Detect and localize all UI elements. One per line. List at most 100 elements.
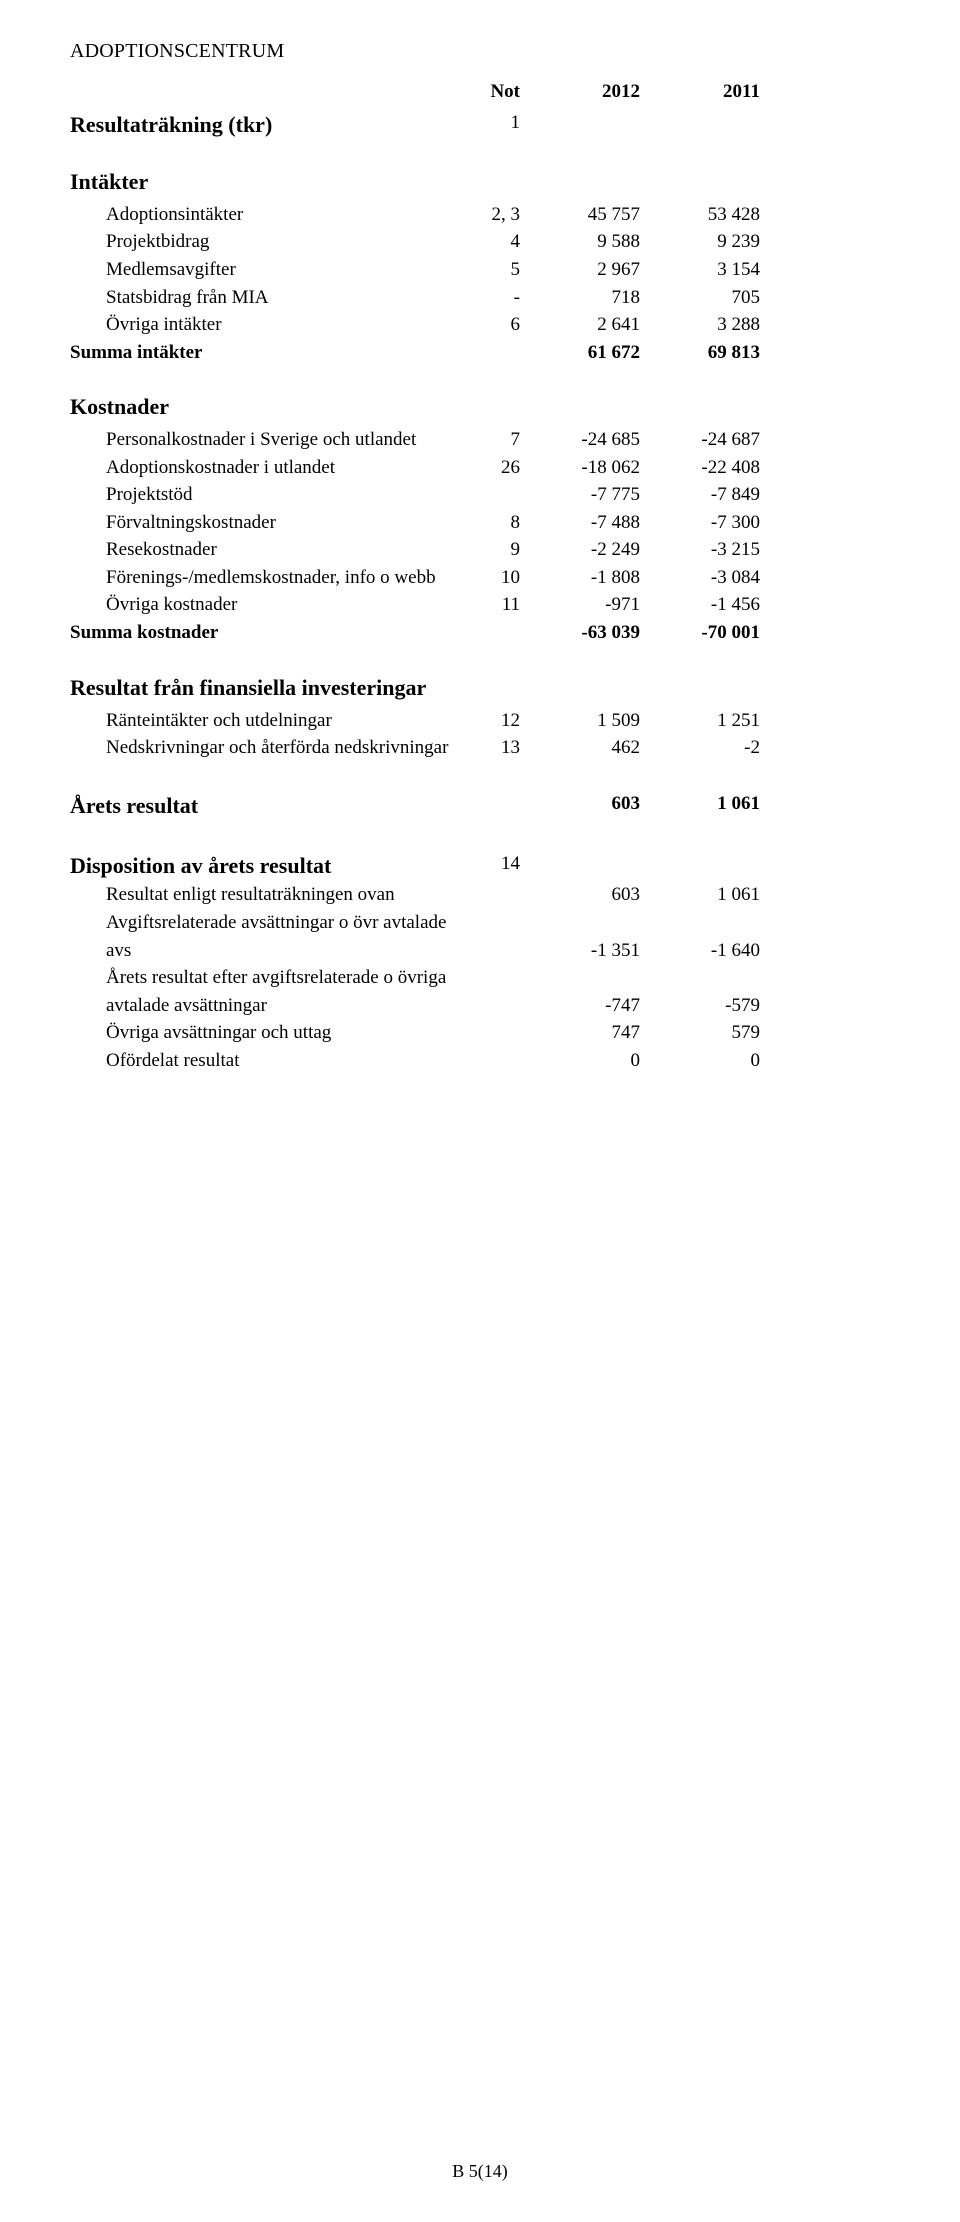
table-row: Ränteintäkter och utdelningar 12 1 509 1… bbox=[70, 707, 890, 735]
row-y1: -1 808 bbox=[520, 564, 640, 592]
row-y1: -971 bbox=[520, 591, 640, 619]
row-y2: 1 251 bbox=[640, 707, 760, 735]
row-label: Ränteintäkter och utdelningar bbox=[70, 707, 450, 735]
row-label: Ofördelat resultat bbox=[70, 1047, 450, 1075]
arets-resultat-y2: 1 061 bbox=[640, 790, 760, 822]
row-not: 7 bbox=[450, 426, 520, 454]
empty-cell bbox=[640, 109, 760, 141]
row-y2: 705 bbox=[640, 284, 760, 312]
table-row: Adoptionskostnader i utlandet 26 -18 062… bbox=[70, 454, 890, 482]
empty-cell bbox=[450, 339, 520, 367]
section-heading-intakter: Intäkter bbox=[70, 169, 890, 195]
table-row: Förvaltningskostnader 8 -7 488 -7 300 bbox=[70, 509, 890, 537]
row-label: Projektstöd bbox=[70, 481, 450, 509]
row-not: 2, 3 bbox=[450, 201, 520, 229]
row-y1: -24 685 bbox=[520, 426, 640, 454]
row-y2 bbox=[640, 909, 760, 937]
row-y2: -3 084 bbox=[640, 564, 760, 592]
table-row: Avgiftsrelaterade avsättningar o övr avt… bbox=[70, 909, 890, 937]
total-row: Summa intäkter 61 672 69 813 bbox=[70, 339, 890, 367]
row-y2: -24 687 bbox=[640, 426, 760, 454]
row-y1: -7 488 bbox=[520, 509, 640, 537]
total-label: Summa intäkter bbox=[70, 339, 450, 367]
table-row: avtalade avsättningar -747 -579 bbox=[70, 992, 890, 1020]
row-label: Övriga avsättningar och uttag bbox=[70, 1019, 450, 1047]
row-y1: 2 967 bbox=[520, 256, 640, 284]
row-y2: 3 154 bbox=[640, 256, 760, 284]
section-heading-disposition: Disposition av årets resultat bbox=[70, 850, 450, 882]
empty-cell bbox=[450, 992, 520, 1020]
row-y1: 2 641 bbox=[520, 311, 640, 339]
row-label: Årets resultat efter avgiftsrelaterade o… bbox=[70, 964, 450, 992]
row-label: Nedskrivningar och återförda nedskrivnin… bbox=[70, 734, 450, 762]
row-y2: 53 428 bbox=[640, 201, 760, 229]
row-y2: -7 849 bbox=[640, 481, 760, 509]
row-not: 12 bbox=[450, 707, 520, 735]
row-y2: -22 408 bbox=[640, 454, 760, 482]
row-label: Resekostnader bbox=[70, 536, 450, 564]
arets-resultat-row: Årets resultat 603 1 061 bbox=[70, 790, 890, 822]
row-y1: -2 249 bbox=[520, 536, 640, 564]
row-not: 26 bbox=[450, 454, 520, 482]
row-label: Avgiftsrelaterade avsättningar o övr avt… bbox=[70, 909, 450, 937]
table-row: Medlemsavgifter 5 2 967 3 154 bbox=[70, 256, 890, 284]
row-not: 10 bbox=[450, 564, 520, 592]
empty-cell bbox=[450, 964, 520, 992]
row-label: avtalade avsättningar bbox=[70, 992, 450, 1020]
title-row: Resultaträkning (tkr) 1 bbox=[70, 109, 890, 141]
row-y1: 462 bbox=[520, 734, 640, 762]
row-label: Övriga kostnader bbox=[70, 591, 450, 619]
row-not: 4 bbox=[450, 228, 520, 256]
row-y1: -747 bbox=[520, 992, 640, 1020]
row-y1: -7 775 bbox=[520, 481, 640, 509]
row-y2: -1 640 bbox=[640, 937, 760, 965]
row-y2 bbox=[640, 964, 760, 992]
row-not: - bbox=[450, 284, 520, 312]
row-label: Adoptionsintäkter bbox=[70, 201, 450, 229]
row-y1: 9 588 bbox=[520, 228, 640, 256]
table-row: Projektbidrag 4 9 588 9 239 bbox=[70, 228, 890, 256]
empty-cell bbox=[450, 881, 520, 909]
table-row: Förenings-/medlemskostnader, info o webb… bbox=[70, 564, 890, 592]
table-row: Statsbidrag från MIA - 718 705 bbox=[70, 284, 890, 312]
row-y2: -3 215 bbox=[640, 536, 760, 564]
row-not: 11 bbox=[450, 591, 520, 619]
arets-resultat-y1: 603 bbox=[520, 790, 640, 822]
table-row: Nedskrivningar och återförda nedskrivnin… bbox=[70, 734, 890, 762]
row-label: Övriga intäkter bbox=[70, 311, 450, 339]
row-not bbox=[450, 481, 520, 509]
page-footer: B 5(14) bbox=[70, 2161, 890, 2182]
row-y1: 603 bbox=[520, 881, 640, 909]
disposition-not: 14 bbox=[450, 850, 520, 882]
row-label: Personalkostnader i Sverige och utlandet bbox=[70, 426, 450, 454]
empty-cell bbox=[450, 619, 520, 647]
page: ADOPTIONSCENTRUM Not 2012 2011 Resultatr… bbox=[0, 0, 960, 2222]
row-label: Medlemsavgifter bbox=[70, 256, 450, 284]
row-label: Förenings-/medlemskostnader, info o webb bbox=[70, 564, 450, 592]
row-y2: -1 456 bbox=[640, 591, 760, 619]
row-y2: 0 bbox=[640, 1047, 760, 1075]
total-y1: -63 039 bbox=[520, 619, 640, 647]
table-row: Resekostnader 9 -2 249 -3 215 bbox=[70, 536, 890, 564]
row-label: Resultat enligt resultaträkningen ovan bbox=[70, 881, 450, 909]
row-label: Projektbidrag bbox=[70, 228, 450, 256]
row-y2: -7 300 bbox=[640, 509, 760, 537]
row-not: 6 bbox=[450, 311, 520, 339]
row-y1: -1 351 bbox=[520, 937, 640, 965]
empty-cell bbox=[450, 790, 520, 822]
total-y1: 61 672 bbox=[520, 339, 640, 367]
table-row: Övriga avsättningar och uttag 747 579 bbox=[70, 1019, 890, 1047]
row-y2: 579 bbox=[640, 1019, 760, 1047]
row-y1: 0 bbox=[520, 1047, 640, 1075]
total-y2: 69 813 bbox=[640, 339, 760, 367]
row-y2: 3 288 bbox=[640, 311, 760, 339]
table-title: Resultaträkning (tkr) bbox=[70, 109, 450, 141]
table-row: Resultat enligt resultaträkningen ovan 6… bbox=[70, 881, 890, 909]
row-y1 bbox=[520, 909, 640, 937]
table-row: Årets resultat efter avgiftsrelaterade o… bbox=[70, 964, 890, 992]
row-label: Förvaltningskostnader bbox=[70, 509, 450, 537]
year1-header: 2012 bbox=[520, 81, 640, 103]
row-not: 5 bbox=[450, 256, 520, 284]
row-not: 9 bbox=[450, 536, 520, 564]
table-row: avs -1 351 -1 640 bbox=[70, 937, 890, 965]
